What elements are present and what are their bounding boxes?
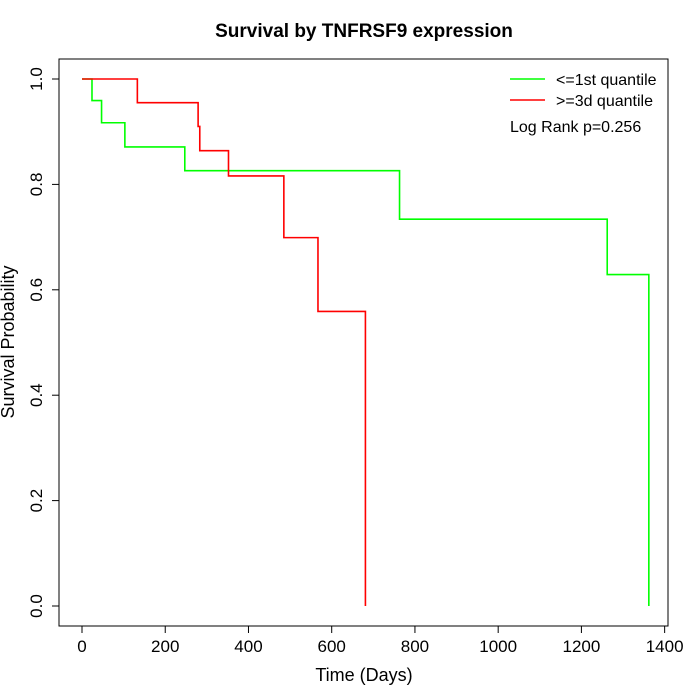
plot-frame — [58, 58, 669, 627]
log-rank-annotation: Log Rank p=0.256 — [510, 119, 641, 136]
x-tick-label: 1400 — [646, 637, 684, 656]
series-line-1 — [82, 78, 650, 606]
x-tick-label: 1000 — [479, 637, 517, 656]
x-tick-label: 800 — [401, 637, 429, 656]
series-layer — [82, 78, 650, 606]
x-tick-label: 1200 — [562, 637, 600, 656]
chart-title: Survival by TNFRSF9 expression — [215, 21, 513, 42]
x-axis-label: Time (Days) — [315, 665, 412, 685]
y-axis-label: Survival Probability — [0, 265, 18, 418]
y-tick-label: 0.0 — [27, 594, 46, 618]
y-tick-label: 0.4 — [27, 383, 46, 407]
y-tick-label: 0.8 — [27, 173, 46, 197]
x-tick-label: 200 — [151, 637, 179, 656]
x-tick-label: 600 — [318, 637, 346, 656]
y-tick-label: 1.0 — [27, 67, 46, 91]
y-axis: 0.0 0.2 0.4 0.6 0.8 1.0 — [27, 67, 60, 618]
x-tick-label: 400 — [234, 637, 262, 656]
series-line-2 — [82, 78, 367, 606]
x-axis: 0 200 400 600 800 1000 1200 1400 — [77, 625, 684, 656]
x-tick-label: 0 — [77, 637, 86, 656]
legend: <=1st quantile >=3d quantile — [510, 72, 657, 110]
legend-label-1: <=1st quantile — [556, 72, 657, 89]
y-tick-label: 0.6 — [27, 278, 46, 302]
legend-label-2: >=3d quantile — [556, 93, 653, 110]
y-tick-label: 0.2 — [27, 489, 46, 513]
